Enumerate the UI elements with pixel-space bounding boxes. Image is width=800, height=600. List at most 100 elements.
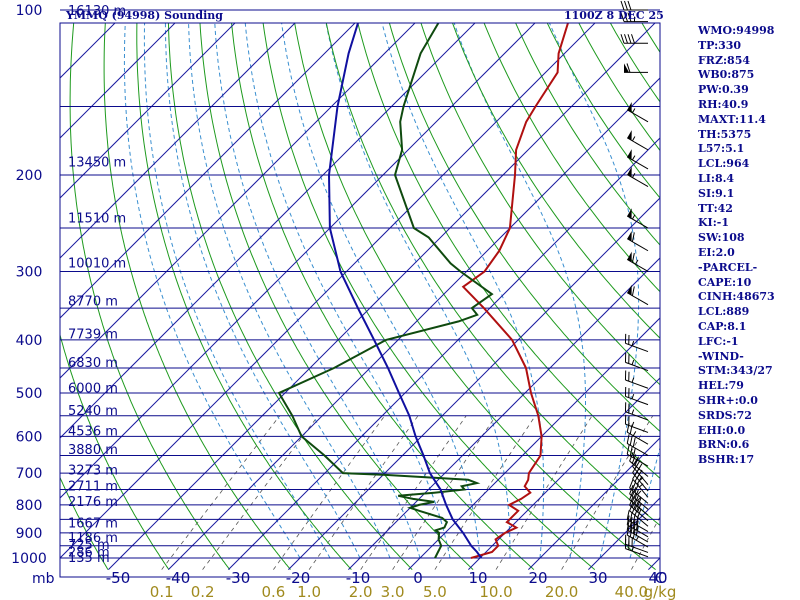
dry-adiabat-line	[451, 23, 660, 339]
wind-barb-flag	[627, 12, 632, 22]
wind-barb-halfflag	[632, 431, 637, 436]
wind-barb-flag	[631, 481, 637, 491]
wind-barb	[624, 402, 649, 421]
dry-adiabat-line	[60, 333, 170, 570]
wind-barb-staff	[626, 534, 649, 548]
dry-adiabat-line	[388, 23, 660, 432]
wind-barb-flag	[626, 63, 631, 73]
wind-barb-staff	[626, 292, 649, 306]
indices-panel: WMO:94998 TP:330 FRZ:854 WB0:875 PW:0.39 RH:4…	[698, 24, 798, 468]
wind-barb-flag	[634, 456, 639, 466]
index-item: BSHR:17	[698, 453, 755, 467]
wind-barb-halfflag	[631, 421, 635, 427]
wind-barb	[624, 386, 649, 406]
dewpoint-trace	[277, 23, 494, 559]
wind-barb-staff	[625, 411, 649, 421]
wind-barb	[624, 333, 649, 353]
wind-barb-staff	[629, 499, 649, 516]
index-item: STM:343/27	[698, 364, 773, 378]
dry-adiabat-line	[262, 23, 596, 570]
wind-barb	[626, 434, 649, 456]
height-label: 135 m	[68, 551, 110, 566]
wind-barb	[629, 478, 649, 504]
wind-barb-flag	[626, 434, 630, 444]
height-label: 3273 m	[68, 463, 118, 478]
wind-barb-staff	[626, 529, 649, 543]
wind-barb-flag	[629, 511, 633, 522]
mixing-ratio-line	[308, 415, 419, 570]
parcel-trace	[327, 23, 483, 559]
index-item: SI:9.1	[698, 186, 735, 200]
wind-barb-flag	[631, 232, 635, 242]
wind-barb-flag	[620, 0, 625, 11]
isotherm-line	[168, 77, 660, 570]
wind-barb	[629, 496, 649, 522]
isotherm-line	[60, 23, 356, 319]
pressure-tick-label: 400	[16, 333, 43, 349]
height-label: 1667 m	[68, 516, 118, 531]
wind-barb	[626, 444, 649, 467]
dry-adiabat-line	[167, 23, 413, 570]
wind-barb-halfflag	[631, 359, 635, 365]
index-item: LCL:964	[698, 157, 750, 171]
wind-barb	[626, 284, 649, 306]
wind-barb-staff	[626, 524, 649, 538]
mixing-ratio-label: 2.0	[349, 583, 373, 600]
wind-barb	[624, 414, 649, 433]
height-label: 4536 m	[68, 424, 118, 439]
wind-barb-flag	[627, 34, 632, 44]
index-item: KI:-1	[698, 216, 729, 230]
wind-barb-halfflag	[631, 393, 635, 399]
wind-barb-halfflag	[631, 172, 636, 178]
wind-barb-halfflag	[631, 155, 636, 161]
wind-barb	[624, 352, 649, 372]
wind-barb-staff	[626, 453, 649, 467]
isotherm-line	[60, 23, 296, 259]
wind-barb-flag	[631, 34, 635, 44]
wind-barb-pennant	[627, 284, 632, 296]
wind-barb-flag	[629, 446, 633, 457]
dry-adiabat-line	[325, 23, 660, 527]
wind-barb-pennant	[627, 130, 632, 141]
index-item: WMO:94998	[698, 24, 775, 37]
mixing-ratio-line	[273, 415, 386, 570]
index-item: BRN:0.6	[698, 438, 750, 452]
index-item: -PARCEL-	[698, 260, 758, 274]
mixing-ratio-label: 0.2	[191, 583, 215, 600]
height-label: 8770 m	[68, 295, 118, 310]
pressure-tick-label: 300	[16, 264, 43, 280]
temperature-tick-label: -40	[166, 569, 191, 587]
wind-barb-halfflag	[631, 340, 635, 346]
index-item: WB0:875	[698, 68, 755, 82]
index-item: SRDS:72	[698, 408, 752, 422]
wind-barb-flag	[626, 510, 630, 520]
isotherm-line	[60, 23, 476, 439]
pressure-tick-label: 1000	[11, 551, 47, 567]
wind-barb	[624, 534, 649, 553]
plot-frame	[59, 22, 661, 578]
wind-barb-flag	[629, 435, 633, 446]
temperature-trace	[461, 23, 570, 559]
temperature-tick-label: -50	[106, 569, 131, 587]
height-label: 286 m	[68, 546, 110, 561]
isotherm-line	[528, 437, 660, 570]
wind-barb-flag	[632, 448, 636, 458]
isotherm-line	[60, 23, 416, 379]
temperature-unit-label: C	[655, 569, 665, 587]
dry-adiabat-line	[231, 23, 535, 570]
wind-barb-staff	[632, 466, 649, 486]
pressure-tick-label: 500	[16, 386, 43, 402]
wind-barb-flag	[620, 12, 625, 22]
temperature-tick-label: 30	[588, 569, 607, 587]
wind-barb-staff	[626, 443, 649, 456]
isotherm-line	[60, 23, 596, 559]
height-label: 1186 m	[68, 531, 118, 546]
wind-barb-staff	[625, 361, 649, 372]
pressure-tick-label: 800	[16, 498, 43, 514]
mixing-ratio-label: 5.0	[423, 583, 447, 600]
wind-barb	[626, 208, 649, 229]
dry-adiabat-line	[69, 23, 231, 570]
wind-barb-staff	[626, 238, 649, 252]
wind-barb-flag	[624, 0, 628, 11]
